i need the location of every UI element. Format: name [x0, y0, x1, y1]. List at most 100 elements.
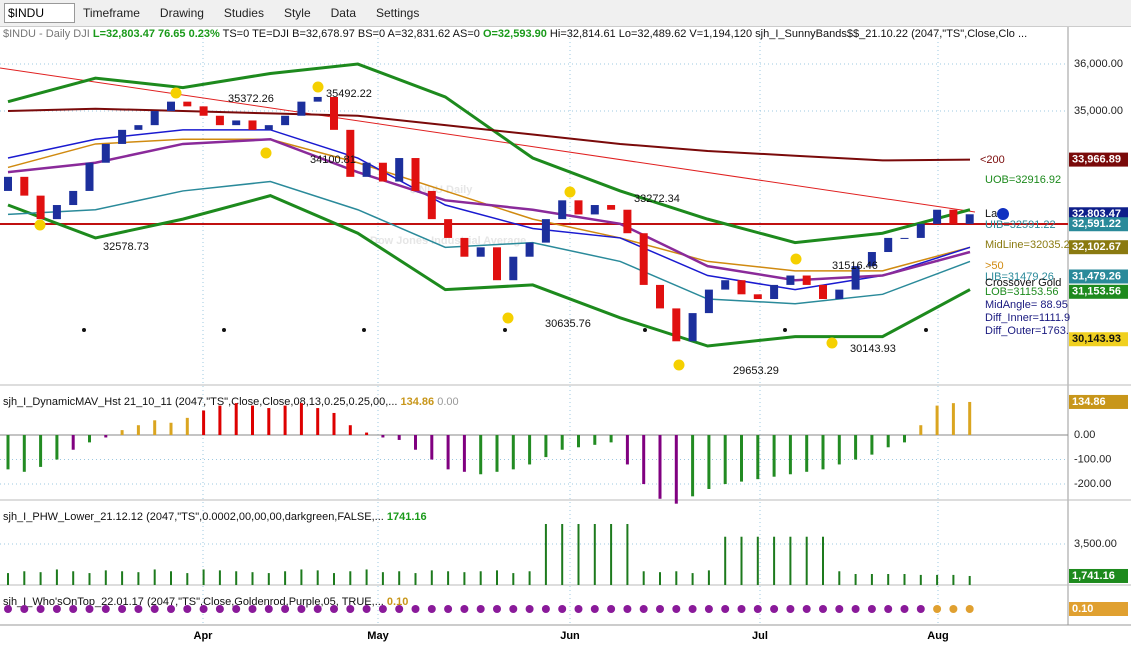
band-label: MidLine=32035.2 [985, 239, 1070, 251]
price-marker [1069, 568, 1128, 583]
candle [444, 219, 453, 238]
state-dot [69, 605, 78, 613]
candle [264, 125, 273, 130]
spike-bar [675, 571, 678, 585]
spike-bar [936, 574, 939, 585]
state-dot [623, 605, 632, 613]
band-label: UIB=32591.22 [985, 219, 1056, 231]
toolbar-button[interactable]: Drawing [159, 6, 204, 20]
histogram-bar [935, 405, 939, 436]
candle [248, 120, 257, 130]
price-marker-label: 0.10 [1072, 603, 1093, 615]
price-marker-label: 31,153.56 [1072, 286, 1121, 298]
candle [493, 247, 501, 281]
histogram-bar [642, 435, 646, 485]
histogram-bar [544, 435, 548, 458]
spike-bar [691, 573, 694, 585]
candle [753, 294, 762, 300]
swing-dot [826, 337, 838, 349]
state-dot [85, 605, 94, 613]
histogram-bar [381, 435, 385, 438]
candle [786, 275, 795, 285]
state-dot [281, 605, 290, 613]
spike-bar [496, 570, 498, 585]
candle [313, 96, 322, 102]
candle [395, 158, 404, 182]
histogram-bar [267, 408, 271, 436]
cycle-dot [783, 328, 787, 332]
pane-header: sjh_I_Who'sOnTop_22.01.17 (2047,"TS",Clo… [3, 596, 408, 608]
candle [639, 233, 648, 285]
indicator-line [7, 194, 971, 348]
spike-bar [544, 524, 547, 585]
state-dot [297, 605, 306, 613]
candle [118, 129, 127, 144]
header-part: O=32,593.90 [483, 28, 547, 40]
toolbar-button[interactable]: Settings [376, 6, 420, 20]
state-dot [672, 605, 681, 613]
spike-bar [414, 573, 417, 585]
histogram-bar [919, 425, 923, 436]
trend-line [0, 67, 976, 213]
toolbar-button[interactable]: Data [330, 6, 356, 20]
state-dot [476, 605, 485, 613]
state-dot [134, 605, 143, 613]
candle [85, 162, 94, 191]
candle [509, 256, 518, 281]
candle [330, 96, 338, 130]
state-dot [802, 605, 811, 613]
candle [101, 143, 110, 163]
state-dot [493, 605, 501, 613]
candle [362, 162, 371, 177]
histogram-bar [495, 435, 499, 472]
spike-bar [528, 571, 531, 585]
price-marker [1069, 217, 1128, 232]
toolbar-button[interactable]: Style [283, 6, 311, 20]
candle [607, 205, 616, 210]
histogram-bar [658, 435, 662, 499]
state-dot [835, 605, 844, 613]
histogram-bar [365, 432, 369, 436]
candle [297, 101, 306, 116]
spike-bar [838, 571, 841, 585]
symbol-box[interactable]: $INDU [4, 3, 75, 23]
state-dot [248, 605, 257, 613]
histogram-bar [55, 435, 59, 460]
histogram-bar [136, 425, 140, 436]
candle [4, 176, 12, 191]
state-dot [525, 605, 534, 613]
toolbar-button[interactable]: Studies [223, 6, 264, 20]
histogram-bar [691, 435, 695, 497]
price-marker-label: 32,803.47 [1072, 208, 1121, 220]
swing-dot [673, 359, 685, 371]
candle [346, 129, 355, 177]
spike-bar [88, 573, 91, 585]
histogram-bar [903, 435, 906, 443]
spike-bar [447, 571, 450, 585]
spike-bar [773, 536, 776, 585]
candle [558, 200, 567, 220]
histogram-bar [202, 410, 206, 436]
header-part: 0.10 [384, 596, 408, 608]
candle [411, 158, 420, 191]
state-dot [900, 605, 909, 613]
histogram-bar [218, 405, 222, 436]
price-annotation: 33272.34 [634, 193, 680, 205]
histogram-bar [837, 435, 841, 465]
swing-dot [34, 219, 46, 231]
cycle-dot [503, 328, 507, 332]
price-annotation: 32578.73 [103, 241, 149, 253]
histogram-bar [397, 435, 401, 440]
price-marker-label: 1,741.16 [1072, 570, 1115, 582]
candle [150, 111, 159, 126]
state-dot [509, 605, 518, 613]
histogram-bar [740, 435, 743, 482]
band-label: Diff_Inner=1111.9 [985, 312, 1070, 324]
toolbar-button[interactable]: Timeframe [83, 6, 140, 20]
spike-bar [805, 536, 808, 585]
state-dot [215, 605, 224, 613]
candle [232, 120, 241, 126]
candle [656, 284, 664, 309]
